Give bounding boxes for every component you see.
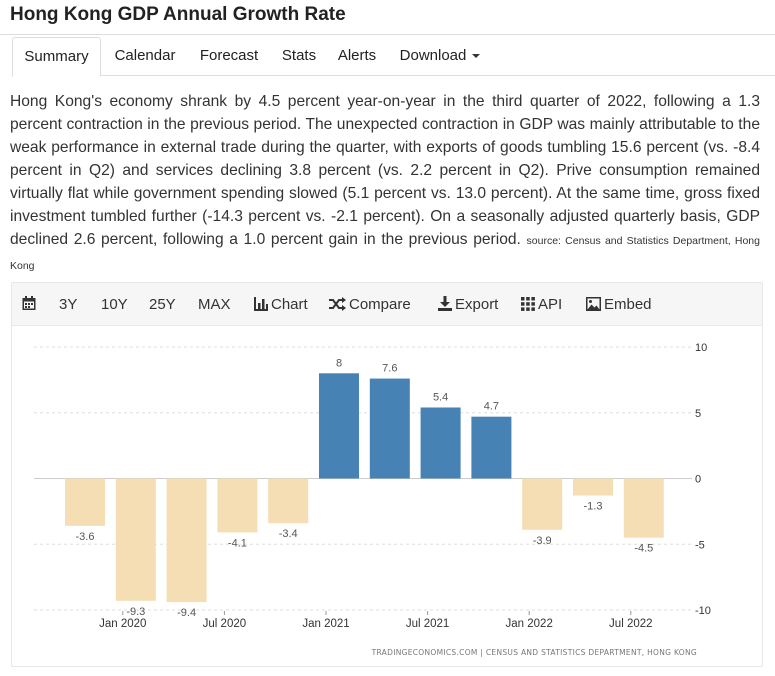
tab-stats-label: Stats (281, 47, 317, 64)
chart-credit: TRADINGECONOMICS.COM | CENSUS AND STATIS… (371, 648, 697, 657)
tab-summary-label: Summary (24, 48, 89, 65)
bar (268, 478, 309, 524)
tab-stats[interactable]: Stats (274, 37, 324, 76)
range-10y-button[interactable]: 10Y (101, 296, 128, 313)
tab-bar: Summary Calendar Forecast Stats Alerts D… (12, 37, 775, 77)
page-title: Hong Kong GDP Annual Growth Rate (10, 4, 346, 25)
summary-source: source: Census and Statistics Department… (10, 235, 760, 272)
summary-paragraph: Hong Kong's economy shrank by 4.5 percen… (10, 90, 760, 278)
data-label: 8 (336, 357, 342, 369)
y-tick-label: -5 (695, 539, 705, 551)
chart-toolbar: 3Y 10Y 25Y MAX Chart Compare Export API … (12, 283, 762, 326)
range-25y-button[interactable]: 25Y (149, 296, 176, 313)
calendar-icon (22, 296, 36, 310)
tab-download-label: Download (399, 47, 467, 64)
export-button[interactable]: Export (438, 283, 498, 326)
bar (166, 478, 207, 603)
compare-button[interactable]: Compare (329, 283, 411, 326)
range-max-button[interactable]: MAX (198, 296, 231, 313)
y-tick-label: -10 (695, 605, 711, 617)
x-tick-label: Jan 2021 (302, 618, 349, 630)
gdp-bar-chart: 10 5 0 -5 -10 -3.6 -9.3 -9.4 -4.1 -3.4 8 7.6 5.4 4.7 -… (34, 342, 711, 657)
data-label: 5.4 (433, 391, 448, 403)
x-tick-label: Jul 2021 (406, 618, 449, 630)
bar (623, 478, 664, 538)
image-icon (586, 297, 601, 311)
data-label: -3.9 (533, 535, 552, 547)
bar (65, 478, 105, 526)
tab-forecast-label: Forecast (199, 47, 259, 64)
bar-chart-icon (254, 297, 268, 311)
data-label: -9.3 (126, 606, 145, 618)
embed-label: Embed (604, 296, 652, 313)
download-icon (438, 296, 452, 311)
data-label: -4.5 (634, 543, 653, 555)
tab-alerts[interactable]: Alerts (330, 37, 384, 76)
title-divider (0, 34, 775, 35)
bar (420, 407, 461, 479)
data-label: -1.3 (584, 501, 603, 513)
tab-alerts-label: Alerts (337, 47, 377, 64)
shuffle-icon (329, 297, 346, 311)
calendar-button[interactable] (22, 283, 39, 326)
chart-type-label: Chart (271, 296, 308, 313)
bar (573, 478, 613, 496)
caret-down-icon (472, 54, 481, 59)
bar (522, 478, 563, 530)
chart-panel: 3Y 10Y 25Y MAX Chart Compare Export API … (11, 282, 763, 667)
x-tick-label: Jan 2022 (506, 618, 553, 630)
tab-summary[interactable]: Summary (12, 37, 101, 77)
bar (217, 478, 258, 533)
x-tick-label: Jul 2022 (609, 618, 652, 630)
y-tick-label: 10 (695, 342, 707, 354)
tab-download[interactable]: Download (392, 37, 488, 76)
range-3y-button[interactable]: 3Y (59, 296, 78, 313)
tabs-baseline (12, 75, 775, 76)
export-label: Export (455, 296, 499, 313)
grid-icon (521, 297, 535, 311)
tab-calendar-label: Calendar (114, 47, 176, 64)
x-tick-label: Jul 2020 (203, 618, 246, 630)
data-label: 4.7 (484, 401, 499, 413)
x-tick-label: Jan 2020 (99, 618, 146, 630)
api-label: API (538, 296, 563, 313)
bar (115, 478, 156, 601)
api-button[interactable]: API (521, 283, 562, 326)
bar (369, 378, 410, 479)
compare-label: Compare (349, 296, 411, 313)
data-label: 7.6 (382, 363, 397, 375)
chart-type-button[interactable]: Chart (254, 283, 308, 326)
bar (471, 416, 512, 479)
bar (319, 373, 359, 479)
data-label: -3.6 (76, 531, 95, 543)
tab-calendar[interactable]: Calendar (104, 37, 186, 76)
y-tick-label: 5 (695, 408, 701, 420)
data-label: -4.1 (228, 537, 247, 549)
data-label: -3.4 (279, 528, 298, 540)
summary-text: Hong Kong's economy shrank by 4.5 percen… (10, 93, 760, 248)
data-label: -9.4 (177, 607, 196, 619)
y-tick-label: 0 (695, 474, 701, 486)
embed-button[interactable]: Embed (586, 283, 652, 326)
tab-forecast[interactable]: Forecast (190, 37, 268, 76)
